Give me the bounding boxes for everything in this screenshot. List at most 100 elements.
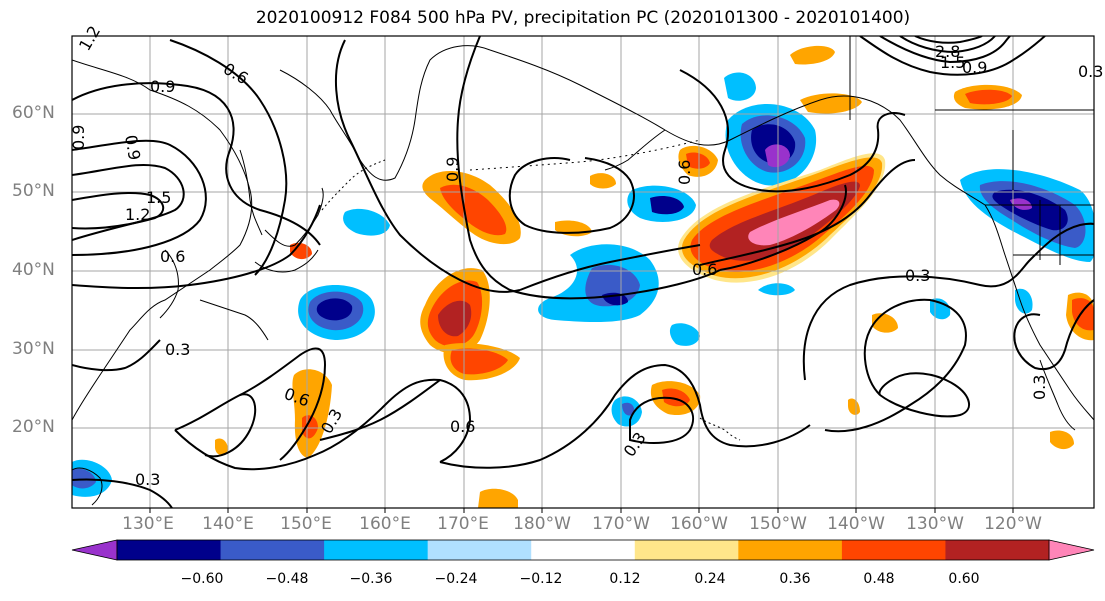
pv-contour bbox=[174, 378, 472, 471]
coastline-hawaii bbox=[699, 417, 741, 441]
lon-label-180w: 180°W bbox=[513, 514, 571, 534]
lon-label-130e: 130°E bbox=[122, 514, 174, 534]
pv-contour bbox=[859, 36, 1046, 76]
contour-label: 0.3 bbox=[135, 470, 160, 489]
pv-contour bbox=[456, 36, 721, 300]
precip-positive-anomaly bbox=[438, 300, 472, 337]
contour-label: 1.2 bbox=[125, 205, 150, 224]
contour-label: 0.9 bbox=[962, 58, 987, 77]
coastline-sakhalin bbox=[239, 149, 263, 236]
pv-contour bbox=[239, 347, 327, 461]
precip-negative-anomaly bbox=[585, 264, 640, 307]
precip-positive-anomaly bbox=[215, 438, 228, 456]
contour-label: 0.6 bbox=[160, 247, 185, 266]
precip-negative-anomaly bbox=[1015, 288, 1033, 314]
coastline-baja bbox=[1039, 359, 1076, 431]
pv-contour bbox=[72, 82, 321, 246]
precip-positive-anomaly bbox=[790, 45, 835, 65]
coastline-korea bbox=[159, 249, 179, 319]
precip-positive-anomaly bbox=[440, 184, 507, 236]
colorbar-tick-label: 0.36 bbox=[779, 571, 811, 587]
contour-label: 1.5 bbox=[940, 53, 965, 72]
precip-positive-anomaly bbox=[872, 313, 898, 333]
pv-contour bbox=[335, 39, 521, 293]
colorbar-min-extension bbox=[71, 539, 118, 561]
pv-contour bbox=[629, 396, 695, 444]
pv-contour bbox=[879, 36, 1011, 64]
precip-positive-anomaly bbox=[1050, 430, 1074, 450]
lon-label-140w: 140°W bbox=[827, 514, 885, 534]
precip-positive-anomaly bbox=[1072, 298, 1094, 331]
colorbar-outline bbox=[116, 539, 1050, 561]
colorbar-tick-label: −0.12 bbox=[519, 571, 563, 587]
lon-label-160e: 160°E bbox=[359, 514, 411, 534]
precip-negative-anomaly bbox=[1010, 198, 1032, 210]
pv-contour bbox=[802, 222, 1094, 381]
colorbar-tick-label: 0.60 bbox=[948, 571, 980, 587]
pv-contour bbox=[899, 36, 996, 54]
contour-label: 1.5 bbox=[146, 188, 171, 207]
precip-positive-anomaly bbox=[800, 93, 862, 114]
lat-label-60n: 60°N bbox=[12, 103, 55, 123]
pv-contour bbox=[824, 298, 967, 433]
colorbar-tick-label: 0.12 bbox=[609, 571, 641, 587]
pv-contours bbox=[72, 36, 1094, 508]
precip-positive-anomaly bbox=[555, 220, 592, 237]
precip-positive-anomaly bbox=[848, 398, 860, 415]
precip-positive-anomaly bbox=[590, 173, 616, 189]
lat-label-50n: 50°N bbox=[12, 181, 55, 201]
precip-positive-anomaly bbox=[302, 415, 318, 439]
lat-label-40n: 40°N bbox=[12, 260, 55, 280]
lon-label-170e: 170°E bbox=[437, 514, 489, 534]
precip-negative-anomaly bbox=[316, 298, 353, 321]
colorbar-tick-label: 0.48 bbox=[863, 571, 895, 587]
pv-contour bbox=[508, 157, 635, 234]
precip-negative-anomaly bbox=[758, 283, 795, 296]
precip-negative-anomaly bbox=[650, 196, 684, 215]
lon-ticks bbox=[149, 508, 1014, 513]
lat-label-20n: 20°N bbox=[12, 417, 55, 437]
lon-label-130w: 130°W bbox=[906, 514, 964, 534]
contour-label: 0.3 bbox=[905, 266, 930, 285]
coastline-kamchatka bbox=[279, 45, 491, 181]
pv-contour bbox=[519, 244, 701, 291]
map-frame bbox=[71, 35, 1095, 509]
contour-label: 0.9 bbox=[150, 77, 175, 96]
colorbar-segment bbox=[841, 540, 946, 560]
contour-label: 0.6 bbox=[675, 160, 694, 185]
coastline-alaska-peninsula bbox=[604, 129, 666, 171]
precip-positive-anomaly bbox=[450, 348, 508, 375]
pv-contour bbox=[319, 379, 441, 441]
colorbar-max-extension bbox=[1048, 539, 1095, 561]
contour-label: 0.9 bbox=[69, 125, 88, 150]
colorbar-tick-label: −0.24 bbox=[434, 571, 478, 587]
precip-negative-anomaly bbox=[343, 208, 390, 236]
contour-label: 0.3 bbox=[165, 340, 190, 359]
colorbar-segment bbox=[427, 540, 532, 560]
lon-label-120w: 120°W bbox=[984, 514, 1042, 534]
lon-label-170w: 170°W bbox=[592, 514, 650, 534]
colorbar-segment bbox=[117, 540, 222, 560]
precip-positive-anomaly bbox=[478, 488, 518, 508]
pv-contour bbox=[174, 393, 257, 458]
lon-label-160w: 160°W bbox=[670, 514, 728, 534]
colorbar-segment bbox=[634, 540, 739, 560]
lon-label-150w: 150°W bbox=[749, 514, 807, 534]
pv-contour bbox=[72, 204, 321, 290]
contour-label: 0.9 bbox=[121, 133, 144, 161]
precip-negative-anomaly bbox=[724, 72, 756, 101]
contour-label: 0.3 bbox=[1030, 375, 1049, 400]
precip-positive-anomaly bbox=[748, 199, 840, 246]
colorbar-tick-label: 0.24 bbox=[694, 571, 726, 587]
colorbar bbox=[71, 539, 1095, 561]
map-title: 2020100912 F084 500 hPa PV, precipitatio… bbox=[255, 8, 911, 28]
precipitation-shading bbox=[72, 45, 1094, 508]
pv-contour bbox=[439, 363, 811, 469]
pv-contour bbox=[1013, 299, 1094, 370]
coastlines bbox=[72, 36, 1094, 506]
contour-label: 2.8 bbox=[935, 42, 960, 61]
pv-contour bbox=[719, 184, 847, 271]
colorbar-tick-label: −0.36 bbox=[349, 571, 393, 587]
contour-label: 0.3 bbox=[1078, 62, 1103, 81]
colorbar-segment bbox=[324, 540, 429, 560]
